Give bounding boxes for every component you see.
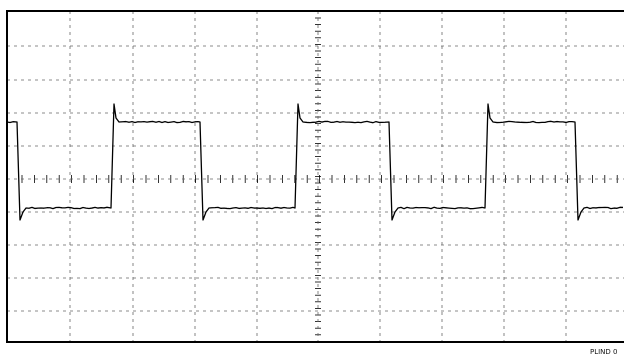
graticule-ticks [7,11,624,342]
screen-caption: PLIND 0 [590,348,618,356]
